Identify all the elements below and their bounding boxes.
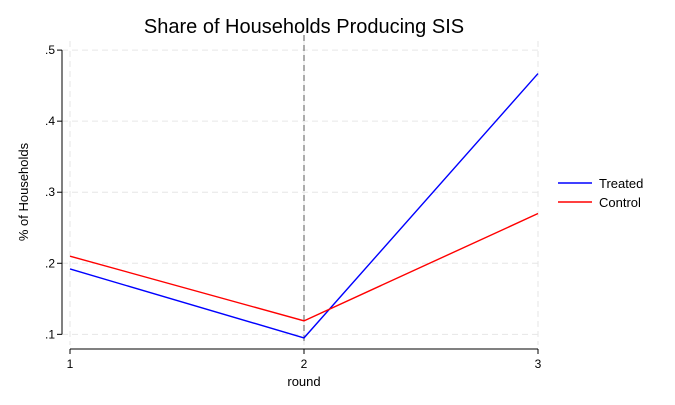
grid <box>62 41 542 345</box>
y-tick-label: .5 <box>45 43 55 57</box>
legend-label-control: Control <box>599 195 641 210</box>
legend-label-treated: Treated <box>599 176 643 191</box>
y-axis-label: % of Households <box>16 142 31 241</box>
x-tick-label: 3 <box>535 357 542 371</box>
y-tick-label: .4 <box>45 114 55 128</box>
axes <box>57 49 539 354</box>
x-tick-label: 2 <box>301 357 308 371</box>
series-line-control <box>69 212 539 322</box>
series-line-treated <box>69 73 539 339</box>
legend: Treated Control <box>558 176 643 210</box>
tick-labels: .1 .2 .3 .4 .5 1 2 3 <box>45 43 542 371</box>
y-tick-label: .3 <box>45 185 55 199</box>
x-axis-label: round <box>287 374 320 389</box>
series-lines <box>69 73 539 339</box>
y-tick-label: .1 <box>45 327 55 341</box>
x-tick-label: 1 <box>67 357 74 371</box>
chart-title: Share of Households Producing SIS <box>144 16 464 38</box>
y-tick-label: .2 <box>45 256 55 270</box>
